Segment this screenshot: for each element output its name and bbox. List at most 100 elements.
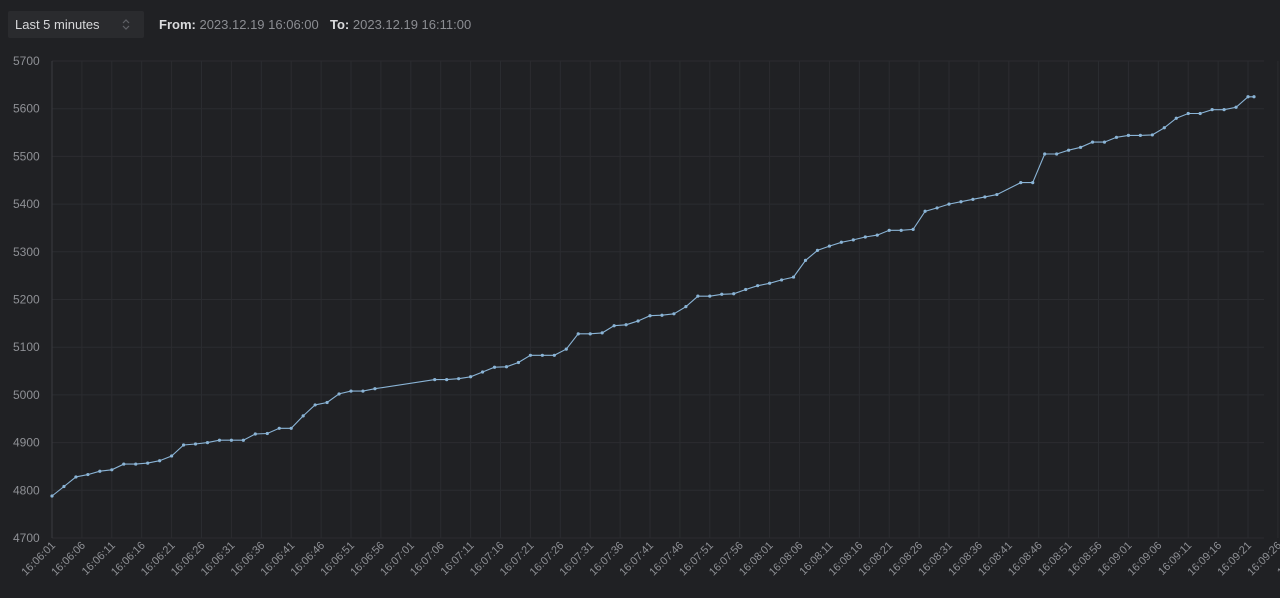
data-point xyxy=(744,287,748,292)
data-point xyxy=(158,459,162,463)
data-point xyxy=(1198,111,1202,116)
data-point xyxy=(684,305,688,309)
data-point xyxy=(768,281,772,285)
data-point xyxy=(1174,116,1178,120)
data-point xyxy=(337,392,341,396)
data-point xyxy=(839,240,843,244)
data-point xyxy=(445,378,449,382)
data-point xyxy=(349,389,353,393)
data-point xyxy=(241,438,245,442)
data-point xyxy=(672,312,676,316)
data-point xyxy=(803,258,808,262)
y-tick-label: 5500 xyxy=(13,149,40,163)
data-point xyxy=(815,248,820,252)
data-point xyxy=(1078,145,1083,149)
data-point xyxy=(1031,181,1035,185)
y-tick-label: 5600 xyxy=(13,102,40,116)
data-point xyxy=(827,244,832,248)
data-point xyxy=(457,377,461,381)
data-point xyxy=(86,472,90,477)
data-point xyxy=(720,292,724,296)
data-point xyxy=(863,235,867,239)
data-point xyxy=(253,432,257,436)
from-value: 2023.12.19 16:06:00 xyxy=(199,17,319,32)
y-tick-label: 5000 xyxy=(13,388,40,402)
data-point xyxy=(648,314,652,318)
data-point xyxy=(516,360,521,365)
data-point xyxy=(1186,111,1190,116)
data-point xyxy=(1162,126,1166,130)
data-point xyxy=(1150,133,1154,137)
y-tick-label: 5100 xyxy=(13,340,40,354)
y-tick-label: 5400 xyxy=(13,197,40,211)
data-point xyxy=(1138,133,1142,138)
to-time: To: 2023.12.19 16:11:00 xyxy=(330,17,471,32)
data-point xyxy=(899,228,903,232)
data-point xyxy=(492,365,497,369)
data-point xyxy=(217,438,222,442)
chart-series xyxy=(50,95,1256,498)
time-range-select[interactable]: Last 5 minutes xyxy=(8,11,144,38)
data-point xyxy=(1019,181,1023,185)
data-point xyxy=(1246,95,1250,99)
data-point xyxy=(528,353,533,357)
data-point xyxy=(122,462,126,466)
chart-grid xyxy=(51,60,1279,539)
data-point xyxy=(325,400,329,405)
data-point xyxy=(1234,105,1238,109)
data-point xyxy=(540,353,544,357)
data-point xyxy=(708,294,712,298)
y-tick-label: 4700 xyxy=(13,531,40,545)
data-point xyxy=(134,462,138,466)
data-point xyxy=(50,494,54,498)
data-point xyxy=(289,426,293,430)
to-key: To: xyxy=(330,17,350,32)
from-time: From: 2023.12.19 16:06:00 xyxy=(159,17,319,32)
data-point xyxy=(1210,108,1214,112)
data-point xyxy=(265,431,269,436)
data-point xyxy=(1067,148,1071,152)
y-tick-label: 5300 xyxy=(13,245,40,259)
data-point xyxy=(1252,95,1256,99)
line-chart: 4700 4800 4900 5000 5100 5200 5300 5400 5500 5600… xyxy=(13,54,1280,579)
data-point xyxy=(612,324,616,328)
data-point xyxy=(504,365,509,369)
data-point xyxy=(1102,140,1107,144)
from-key: From: xyxy=(159,17,196,32)
data-point xyxy=(373,387,377,391)
data-point xyxy=(875,233,879,237)
data-point xyxy=(1043,152,1047,156)
data-point xyxy=(469,375,473,379)
data-point xyxy=(110,468,114,472)
data-point xyxy=(564,347,568,351)
data-point xyxy=(756,284,760,288)
data-point xyxy=(947,202,951,206)
data-point xyxy=(301,414,305,418)
data-point xyxy=(229,438,234,442)
data-point xyxy=(552,353,556,357)
data-point xyxy=(433,378,437,382)
data-point xyxy=(170,454,174,458)
to-value: 2023.12.19 16:11:00 xyxy=(352,17,472,32)
y-tick-label: 4800 xyxy=(13,483,40,497)
y-axis: 4700 4800 4900 5000 5100 5200 5300 5400 5500 5600… xyxy=(13,54,40,545)
data-point xyxy=(995,192,999,197)
data-point xyxy=(971,197,975,201)
data-point xyxy=(624,323,628,327)
data-point xyxy=(313,403,317,407)
data-point xyxy=(732,292,736,296)
x-axis: 16:06:0116:06:0616:06:1116:06:1616:06:21… xyxy=(19,540,1280,579)
data-point xyxy=(660,313,664,317)
data-point xyxy=(1126,133,1131,138)
data-point xyxy=(74,475,78,479)
data-point xyxy=(1222,108,1226,112)
y-tick-label: 5700 xyxy=(13,54,40,68)
data-point xyxy=(1055,152,1059,156)
data-point xyxy=(779,278,784,282)
data-point xyxy=(935,206,939,210)
data-point xyxy=(636,319,640,323)
data-point xyxy=(696,294,700,298)
data-point xyxy=(277,426,281,430)
data-point xyxy=(205,441,210,445)
data-point xyxy=(887,228,891,232)
